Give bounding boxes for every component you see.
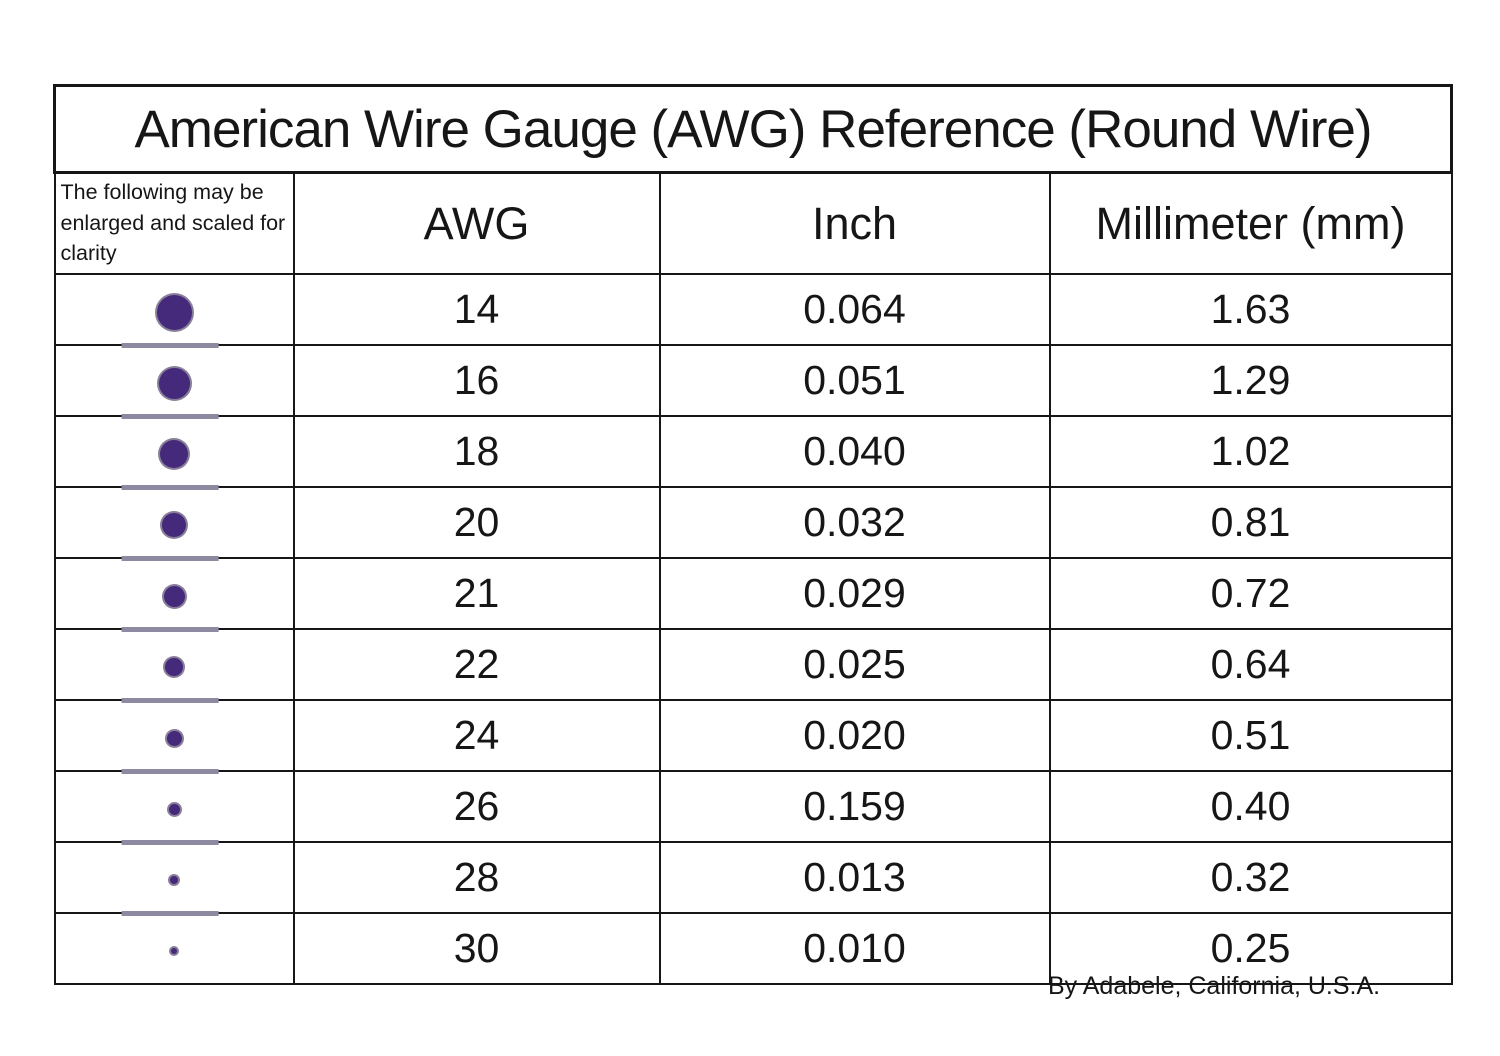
- column-header-awg: AWG: [292, 171, 661, 275]
- dot-cell: [53, 486, 295, 561]
- table-row: 21 0.029 0.72: [53, 557, 1453, 632]
- wire-size-dot: [162, 513, 186, 538]
- mm-cell: 0.32: [1048, 841, 1453, 914]
- footer-credit: By Adabele, California, U.S.A.: [1048, 972, 1381, 1000]
- dot-cell: [53, 344, 295, 419]
- table-row: 18 0.040 1.02: [53, 415, 1453, 490]
- dot-underline: [121, 626, 219, 632]
- inch-cell: 0.013: [658, 841, 1051, 914]
- awg-cell: 28: [292, 841, 661, 914]
- wire-size-dot: [165, 658, 183, 677]
- table-row: 22 0.025 0.64: [53, 628, 1453, 703]
- title-row: American Wire Gauge (AWG) Reference (Rou…: [53, 84, 1453, 174]
- mm-cell: 1.02: [1048, 415, 1453, 488]
- header-row: The following may be enlarged and scaled…: [53, 171, 1453, 275]
- mm-cell: 0.81: [1048, 486, 1453, 559]
- awg-cell: 21: [292, 557, 661, 630]
- awg-cell: 26: [292, 770, 661, 843]
- inch-cell: 0.032: [658, 486, 1051, 559]
- dot-underline: [121, 484, 219, 490]
- dot-cell: [53, 557, 295, 632]
- awg-cell: 20: [292, 486, 661, 559]
- table-row: 26 0.159 0.40: [53, 770, 1453, 845]
- awg-cell: 22: [292, 628, 661, 701]
- awg-cell: 18: [292, 415, 661, 488]
- dot-underline: [121, 555, 219, 561]
- wire-size-dot: [171, 948, 177, 955]
- column-header-mm: Millimeter (mm): [1048, 171, 1453, 275]
- mm-cell: 1.63: [1048, 273, 1453, 346]
- table-row: 14 0.064 1.63: [53, 273, 1453, 348]
- inch-cell: 0.020: [658, 699, 1051, 772]
- wire-size-dot: [170, 876, 178, 885]
- awg-reference-table: American Wire Gauge (AWG) Reference (Rou…: [53, 84, 1453, 985]
- mm-cell: 0.25: [1048, 912, 1453, 985]
- wire-size-dot: [168, 803, 180, 815]
- wire-size-dot: [163, 585, 185, 607]
- inch-cell: 0.025: [658, 628, 1051, 701]
- dot-cell: [53, 912, 295, 985]
- page-title: American Wire Gauge (AWG) Reference (Rou…: [53, 84, 1453, 174]
- dot-cell: [53, 699, 295, 774]
- clarity-note: The following may be enlarged and scaled…: [53, 171, 295, 275]
- mm-cell: 1.29: [1048, 344, 1453, 417]
- dot-underline: [121, 839, 219, 845]
- dot-cell: [53, 628, 295, 703]
- awg-cell: 30: [292, 912, 661, 985]
- inch-cell: 0.010: [658, 912, 1051, 985]
- wire-size-dot: [158, 367, 190, 399]
- table-row: 16 0.051 1.29: [53, 344, 1453, 419]
- mm-cell: 0.72: [1048, 557, 1453, 630]
- wire-size-dot: [166, 730, 182, 746]
- column-header-inch: Inch: [658, 171, 1051, 275]
- table-row: 24 0.020 0.51: [53, 699, 1453, 774]
- inch-cell: 0.029: [658, 557, 1051, 630]
- dot-underline: [121, 697, 219, 703]
- dot-underline: [121, 910, 219, 916]
- mm-cell: 0.40: [1048, 770, 1453, 843]
- table-row: 30 0.010 0.25: [53, 912, 1453, 985]
- mm-cell: 0.51: [1048, 699, 1453, 772]
- dot-cell: [53, 415, 295, 490]
- table-row: 20 0.032 0.81: [53, 486, 1453, 561]
- inch-cell: 0.159: [658, 770, 1051, 843]
- awg-cell: 14: [292, 273, 661, 346]
- dot-cell: [53, 841, 295, 916]
- dot-cell: [53, 770, 295, 845]
- awg-cell: 24: [292, 699, 661, 772]
- inch-cell: 0.040: [658, 415, 1051, 488]
- wire-size-dot: [160, 440, 188, 469]
- awg-cell: 16: [292, 344, 661, 417]
- dot-underline: [121, 768, 219, 774]
- mm-cell: 0.64: [1048, 628, 1453, 701]
- inch-cell: 0.064: [658, 273, 1051, 346]
- dot-underline: [121, 413, 219, 419]
- dot-underline: [121, 342, 219, 348]
- inch-cell: 0.051: [658, 344, 1051, 417]
- dot-cell: [53, 273, 295, 348]
- table-row: 28 0.013 0.32: [53, 841, 1453, 916]
- wire-size-dot: [156, 294, 192, 330]
